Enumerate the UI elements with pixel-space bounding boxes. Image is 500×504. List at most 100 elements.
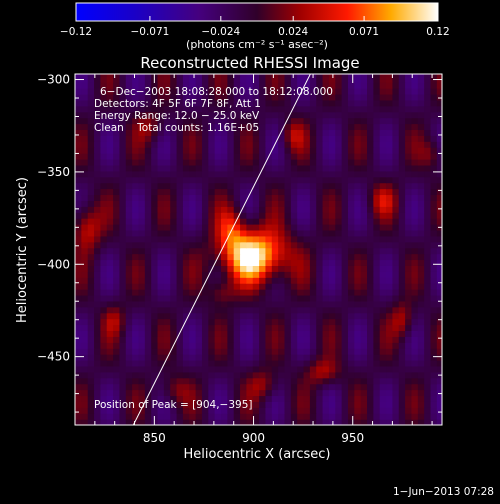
heatmap-cell <box>347 88 355 95</box>
heatmap-cell <box>221 164 228 172</box>
heatmap-cell <box>100 117 108 125</box>
heatmap-cell <box>125 147 133 154</box>
heatmap-cell <box>430 324 438 332</box>
heatmap-cell <box>347 164 355 172</box>
heatmap-cell <box>392 265 400 272</box>
heatmap-cell <box>303 218 311 225</box>
heatmap-cell <box>354 135 362 142</box>
heatmap-cell <box>240 99 247 107</box>
heatmap-cell <box>94 283 101 290</box>
heatmap-cell <box>367 294 374 302</box>
heatmap-cell <box>208 123 216 131</box>
heatmap-cell <box>240 324 247 332</box>
heatmap-cell <box>328 294 336 302</box>
heatmap-cell <box>227 182 235 190</box>
heatmap-cell <box>151 93 159 101</box>
heatmap-cell <box>170 253 178 261</box>
heatmap-cell <box>430 200 438 207</box>
heatmap-cell <box>176 277 184 284</box>
heatmap-cell <box>227 111 235 119</box>
heatmap-cell <box>170 359 178 367</box>
heatmap-cell <box>436 277 442 284</box>
heatmap-cell <box>125 200 133 207</box>
heatmap-cell <box>81 74 89 77</box>
heatmap-cell <box>379 300 387 308</box>
heatmap-cell <box>144 395 152 402</box>
heatmap-cell <box>405 170 413 178</box>
heatmap-cell <box>354 218 362 225</box>
heatmap-cell <box>297 259 305 266</box>
heatmap-cell <box>100 123 108 131</box>
heatmap-cell <box>309 306 317 314</box>
heatmap-cell <box>316 170 324 178</box>
heatmap-cell <box>290 82 298 89</box>
heatmap-cell <box>170 371 178 379</box>
heatmap-cell <box>316 271 324 278</box>
heatmap-cell <box>252 289 260 296</box>
heatmap-cell <box>392 235 400 243</box>
heatmap-cell <box>347 371 355 379</box>
heatmap-cell <box>259 324 267 332</box>
heatmap-cell <box>424 283 432 290</box>
heatmap-cell <box>322 147 330 154</box>
heatmap-cell <box>424 330 432 337</box>
heatmap-cell <box>195 176 203 184</box>
heatmap-cell <box>322 176 330 184</box>
heatmap-cell <box>360 93 368 101</box>
heatmap-cell <box>303 271 311 278</box>
heatmap-cell <box>417 348 425 355</box>
heatmap-cell <box>189 419 197 425</box>
heatmap-cell <box>87 354 95 361</box>
heatmap-cell <box>341 247 349 255</box>
heatmap-cell <box>328 158 336 166</box>
heatmap-cell <box>354 283 362 290</box>
heatmap-cell <box>132 200 140 207</box>
heatmap-cell <box>328 88 336 95</box>
heatmap-cell <box>125 354 133 361</box>
heatmap-cell <box>132 253 140 261</box>
heatmap-cell <box>430 377 438 385</box>
heatmap-cell <box>233 365 241 373</box>
heatmap-cell <box>271 324 279 332</box>
heatmap-cell <box>360 76 368 83</box>
heatmap-cell <box>430 164 438 172</box>
heatmap-cell <box>151 401 159 408</box>
heatmap-cell <box>233 271 241 278</box>
heatmap-cell <box>347 401 355 408</box>
heatmap-cell <box>189 318 197 326</box>
heatmap-cell <box>386 289 394 296</box>
heatmap-cell <box>360 324 368 332</box>
heatmap-cell <box>309 194 317 201</box>
heatmap-cell <box>189 359 197 367</box>
heatmap-cell <box>252 111 260 119</box>
heatmap-cell <box>151 271 159 278</box>
heatmap-cell <box>163 336 171 343</box>
heatmap-cell <box>424 253 432 261</box>
heatmap-cell <box>278 413 286 420</box>
heatmap-cell <box>189 395 197 402</box>
heatmap-cell <box>195 395 203 402</box>
heatmap-cell <box>182 413 190 420</box>
heatmap-cell <box>208 212 216 219</box>
heatmap-cell <box>265 318 273 326</box>
heatmap-cell <box>290 153 298 160</box>
heatmap-cell <box>106 312 114 320</box>
heatmap-cell <box>233 247 241 255</box>
heatmap-cell <box>208 247 216 255</box>
heatmap-cell <box>214 153 222 160</box>
heatmap-cell <box>322 300 330 308</box>
heatmap-cell <box>208 135 216 142</box>
heatmap-cell <box>151 294 159 302</box>
heatmap-cell <box>297 117 305 125</box>
heatmap-cell <box>265 283 273 290</box>
heatmap-cell <box>157 354 165 361</box>
heatmap-cell <box>284 76 292 83</box>
heatmap-cell <box>271 188 279 196</box>
heatmap-cell <box>341 188 349 196</box>
heatmap-cell <box>360 206 368 213</box>
heatmap-cell <box>240 259 247 266</box>
heatmap-cell <box>284 164 292 172</box>
heatmap-cell <box>75 271 82 278</box>
heatmap-cell <box>290 336 298 343</box>
heatmap-cell <box>322 271 330 278</box>
